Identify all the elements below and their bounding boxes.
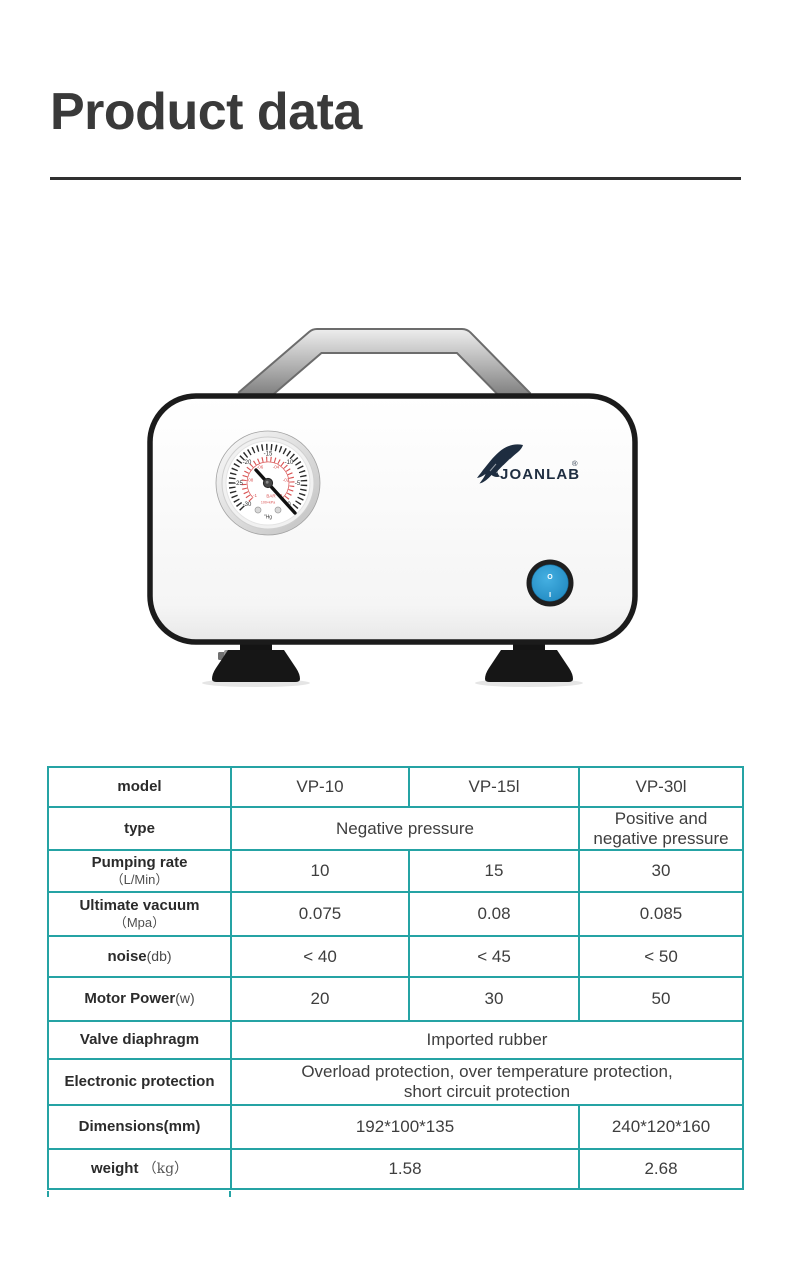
gauge-unit-hg: ″Hg [264, 515, 272, 521]
switch-on-label: I [549, 590, 551, 599]
dimensions-small: 192*100*135 [230, 1104, 580, 1150]
pumping-rate-vp15l: 15 [408, 849, 580, 893]
spec-row-motor-power: Motor Power(w) 20 30 50 [47, 976, 744, 1022]
pump-photo: -30 -25 -20 -15 -10 -5 0 -1 -08 -06 -04 … [147, 328, 638, 687]
vacuum-vp10: 0.075 [230, 891, 410, 937]
spec-row-electronic-protection: Electronic protection Overload protectio… [47, 1058, 744, 1106]
vacuum-vp15l: 0.08 [408, 891, 580, 937]
svg-text:-25: -25 [234, 481, 243, 487]
gauge-screw-left [254, 506, 262, 514]
pumping-rate-vp10: 10 [230, 849, 410, 893]
spec-row-valve-diaphragm: Valve diaphragm Imported rubber [47, 1020, 744, 1060]
spec-label-noise: noise(db) [47, 935, 232, 978]
spec-row-model: model VP-10 VP-15l VP-30l [47, 766, 744, 808]
pump-handle [237, 328, 532, 412]
spec-label-motor-power: Motor Power(w) [47, 976, 232, 1022]
pump-body [147, 393, 638, 645]
svg-text:-5: -5 [295, 481, 301, 487]
type-positive-negative: Positive and negative pressure [578, 806, 744, 851]
spec-row-noise: noise(db) < 40 < 45 < 50 [47, 935, 744, 978]
power-vp30l: 50 [578, 976, 744, 1022]
power-switch[interactable]: O I [526, 559, 574, 607]
noise-vp30l: < 50 [578, 935, 744, 978]
weight-small: 1.58 [230, 1148, 580, 1190]
spec-label-valve-diaphragm: Valve diaphragm [47, 1020, 232, 1060]
model-vp30l: VP-30l [578, 766, 744, 808]
gauge-needle [254, 468, 297, 515]
spec-label-dimensions: Dimensions(mm) [47, 1104, 232, 1150]
spec-label-pumping-rate: Pumping rate （L/Min） [47, 849, 232, 893]
svg-text:-15: -15 [264, 452, 273, 458]
title-underline [50, 177, 741, 180]
spec-row-type: type Negative pressure Positive and nega… [47, 806, 744, 851]
spec-label-electronic-protection: Electronic protection [47, 1058, 232, 1106]
weight-large: 2.68 [578, 1148, 744, 1190]
svg-text:-20: -20 [243, 460, 252, 466]
svg-text:-30: -30 [243, 502, 252, 508]
switch-off-label: O [547, 574, 553, 581]
electronic-protection-value: Overload protection, over temperature pr… [230, 1058, 744, 1106]
table-cutoff-line [47, 1191, 49, 1197]
brand-name: JOANLAB [500, 466, 580, 483]
noise-vp10: < 40 [230, 935, 410, 978]
gauge-unit-kpa: 100×kPa [261, 501, 275, 505]
page-title: Product data [50, 83, 362, 141]
valve-diaphragm-value: Imported rubber [230, 1020, 744, 1060]
power-vp15l: 30 [408, 976, 580, 1022]
dimensions-large: 240*120*160 [578, 1104, 744, 1150]
spec-label-weight: weight （kg） [47, 1148, 232, 1190]
model-vp10: VP-10 [230, 766, 410, 808]
svg-text:-10: -10 [285, 460, 294, 466]
fish-icon [477, 444, 523, 484]
spec-label-model: model [47, 766, 232, 808]
type-negative: Negative pressure [230, 806, 580, 851]
registered-mark: ® [572, 459, 578, 468]
spec-row-pumping-rate: Pumping rate （L/Min） 10 15 30 [47, 849, 744, 893]
spec-label-ultimate-vacuum: Ultimate vacuum （Mpa） [47, 891, 232, 937]
vacuum-vp30l: 0.085 [578, 891, 744, 937]
svg-text:-04: -04 [273, 465, 280, 470]
power-vp10: 20 [230, 976, 410, 1022]
spec-label-type: type [47, 806, 232, 851]
noise-vp15l: < 45 [408, 935, 580, 978]
gauge-unit-bar: BAR [266, 494, 276, 499]
brand-logo: JOANLAB ® [477, 444, 580, 484]
pressure-gauge: -30 -25 -20 -15 -10 -5 0 -1 -08 -06 -04 … [215, 430, 321, 536]
svg-text:-08: -08 [247, 478, 254, 483]
gauge-screw-right [274, 506, 282, 514]
model-vp15l: VP-15l [408, 766, 580, 808]
spec-row-ultimate-vacuum: Ultimate vacuum （Mpa） 0.075 0.08 0.085 [47, 891, 744, 937]
svg-text:-1: -1 [253, 493, 257, 498]
svg-text:-06: -06 [257, 465, 264, 470]
spec-table: model VP-10 VP-15l VP-30l type Negative … [47, 766, 744, 1190]
table-cutoff-line [229, 1191, 231, 1197]
svg-text:-02: -02 [283, 478, 290, 483]
pumping-rate-vp30l: 30 [578, 849, 744, 893]
spec-row-dimensions: Dimensions(mm) 192*100*135 240*120*160 [47, 1104, 744, 1150]
spec-row-weight: weight （kg） 1.58 2.68 [47, 1148, 744, 1190]
